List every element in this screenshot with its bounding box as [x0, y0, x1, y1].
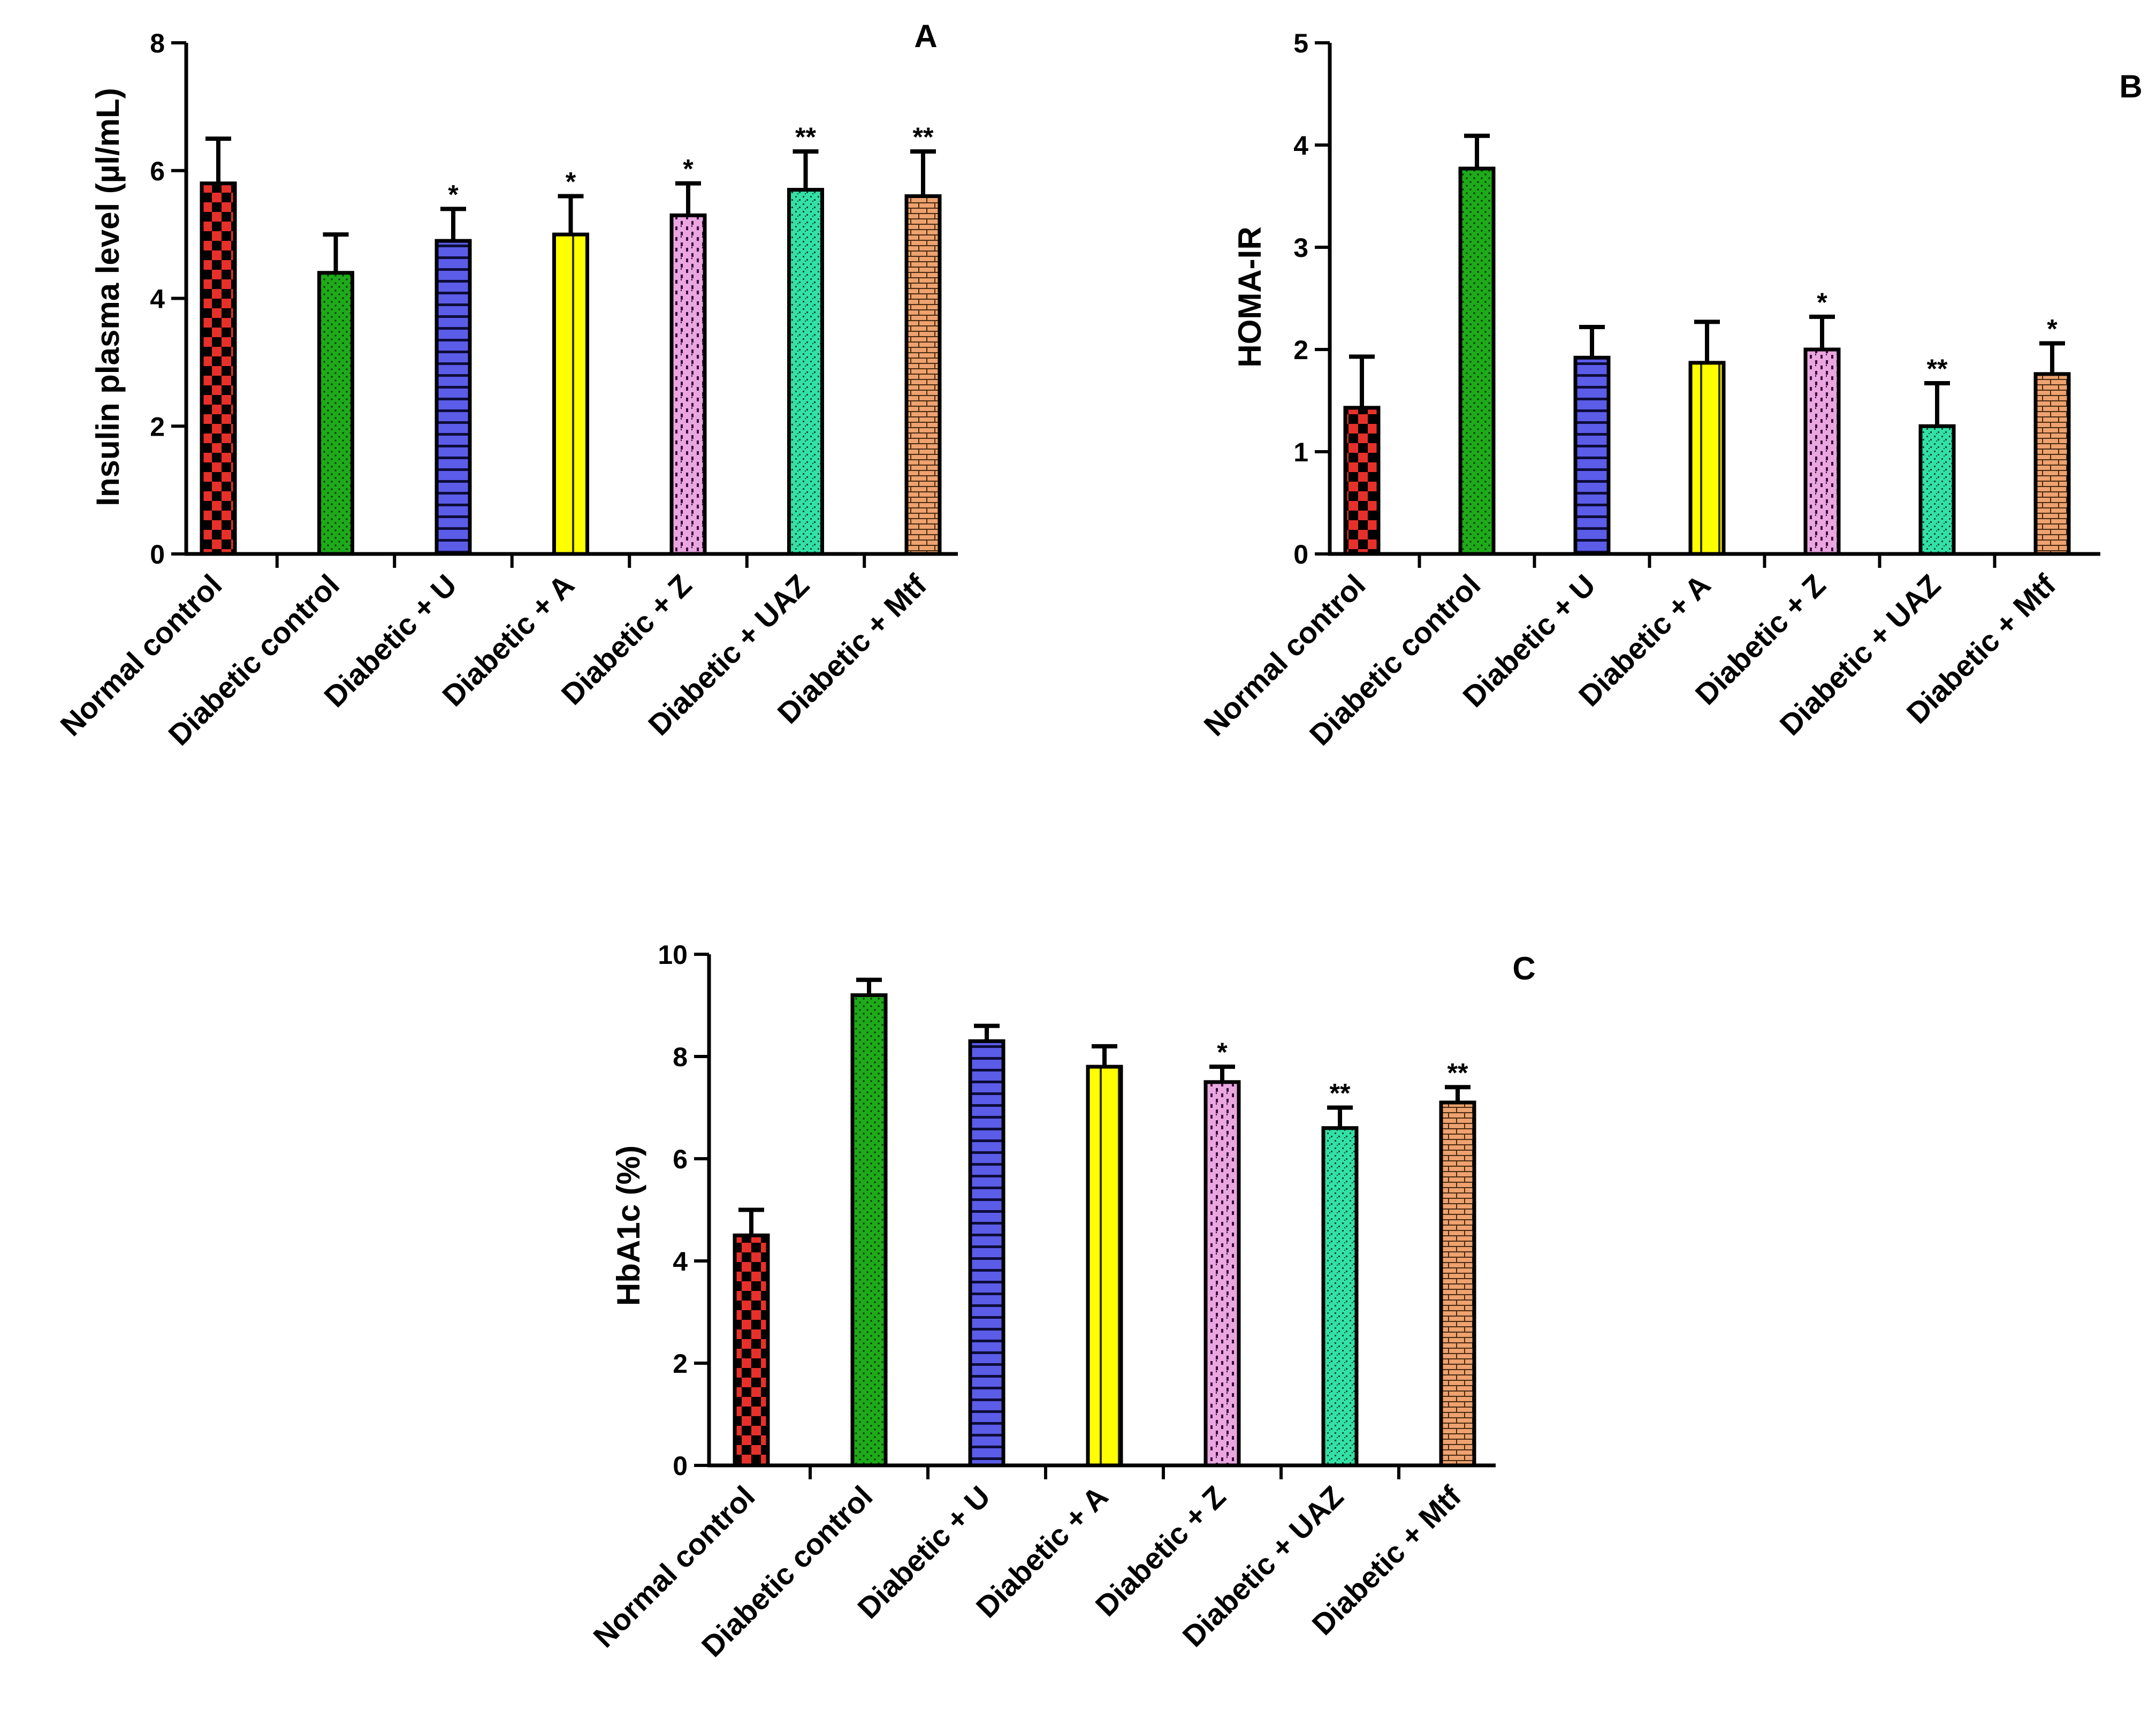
bar-c — [1086, 1065, 1123, 1468]
significance-label-a: ** — [795, 122, 816, 152]
y-tick-label-c: 8 — [673, 1042, 688, 1072]
y-tick-label-b: 4 — [1293, 131, 1308, 161]
y-axis-title-c: HbA1c (%) — [611, 1145, 646, 1306]
bar-a — [669, 213, 707, 556]
y-tick-label-c: 0 — [673, 1451, 688, 1481]
y-tick-label-c: 6 — [673, 1144, 688, 1174]
y-tick-label-a: 4 — [150, 284, 165, 314]
bar-a — [787, 188, 824, 556]
y-tick-label-c: 4 — [673, 1246, 688, 1276]
y-axis-title-b: HOMA-IR — [1232, 226, 1268, 367]
y-tick-label-a: 0 — [150, 539, 165, 569]
bar-b — [1918, 424, 1956, 556]
bar-a — [317, 271, 354, 556]
bar-c — [850, 993, 888, 1468]
bar-c — [1203, 1080, 1241, 1468]
bar-c — [733, 1233, 770, 1468]
bar-b — [1803, 347, 1841, 556]
y-tick-label-b: 1 — [1293, 437, 1308, 467]
y-tick-label-b: 5 — [1293, 28, 1308, 58]
bar-a — [200, 181, 237, 556]
bar-b — [1688, 361, 1726, 556]
significance-label-c: ** — [1330, 1078, 1351, 1108]
bar-c — [968, 1039, 1005, 1468]
panel-letter-c: C — [1512, 951, 1535, 986]
y-tick-label-b: 0 — [1293, 539, 1308, 569]
y-tick-label-b: 2 — [1293, 335, 1308, 365]
significance-label-b: * — [1817, 287, 1827, 317]
y-tick-label-c: 10 — [658, 940, 688, 970]
significance-label-a: * — [683, 154, 694, 184]
y-tick-label-b: 3 — [1293, 233, 1308, 263]
panel-letter-b: B — [2119, 69, 2142, 104]
y-tick-label-a: 2 — [150, 412, 165, 442]
bar-b — [1458, 166, 1496, 556]
y-axis-title-a: Insulin plasma level (µl/mL) — [90, 88, 126, 506]
significance-label-a: * — [448, 179, 459, 209]
y-tick-label-a: 6 — [150, 156, 165, 186]
bar-a — [435, 239, 472, 556]
significance-label-c: * — [1217, 1037, 1228, 1067]
significance-label-b: ** — [1927, 354, 1948, 384]
significance-label-a: * — [566, 167, 576, 197]
bar-c — [1439, 1100, 1476, 1468]
y-tick-label-a: 8 — [150, 28, 165, 58]
y-tick-label-c: 2 — [673, 1349, 688, 1379]
significance-label-c: ** — [1448, 1058, 1468, 1088]
significance-label-a: ** — [913, 122, 934, 152]
bar-b — [1573, 355, 1611, 556]
panel-letter-a: A — [914, 18, 937, 54]
panel-a-chart: A Insulin plasma level (µl/mL) 02468Norm… — [54, 18, 958, 752]
bar-c — [1321, 1126, 1359, 1468]
bar-a — [552, 232, 589, 556]
bar-b — [1343, 406, 1381, 556]
significance-label-b: * — [2047, 314, 2058, 344]
bar-a — [904, 194, 942, 556]
bar-b — [2033, 372, 2071, 556]
